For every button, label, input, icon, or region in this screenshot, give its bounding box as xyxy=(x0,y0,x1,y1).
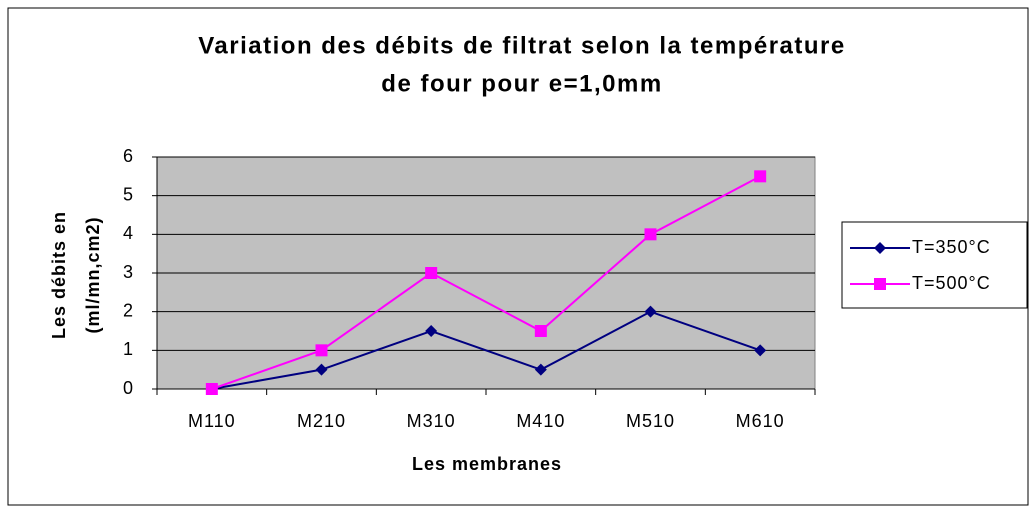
marker xyxy=(315,344,328,357)
y-tick-label: 5 xyxy=(123,184,133,204)
marker xyxy=(425,325,438,337)
y-tick-label: 6 xyxy=(123,146,133,166)
x-tick-label: M110 xyxy=(188,411,236,431)
x-tick-label: M510 xyxy=(626,411,675,431)
y-tick-label: 0 xyxy=(123,378,133,398)
y-axis-title: Les débits en xyxy=(49,211,69,339)
legend-marker xyxy=(874,278,886,290)
legend-label: T=350°C xyxy=(912,237,991,257)
marker xyxy=(644,305,657,318)
marker xyxy=(205,383,218,395)
marker xyxy=(315,363,328,376)
marker xyxy=(644,228,657,241)
legend-marker xyxy=(874,242,886,254)
x-tick-label: M610 xyxy=(736,411,785,431)
marker xyxy=(534,325,547,337)
series-line xyxy=(211,310,761,390)
x-tick-label: M210 xyxy=(297,411,346,431)
series-line xyxy=(211,175,761,390)
marker xyxy=(754,344,767,357)
marker xyxy=(534,363,547,376)
chart-title: de four pour e=1,0mm xyxy=(381,70,662,97)
legend-label: T=500°C xyxy=(912,273,991,293)
marker xyxy=(425,267,438,279)
y-tick-label: 1 xyxy=(123,339,133,359)
chart-title: Variation des débits de filtrat selon la… xyxy=(198,32,846,59)
legend: T=350°C T=500°C xyxy=(841,221,1028,309)
y-tick-label: 2 xyxy=(123,300,133,320)
y-tick-label: 3 xyxy=(123,262,133,282)
y-tick-label: 4 xyxy=(123,223,133,243)
x-axis-title: Les membranes xyxy=(412,454,562,474)
marker xyxy=(754,170,767,183)
x-tick-label: M310 xyxy=(407,411,456,431)
y-axis-title: (ml/mn,cm2) xyxy=(83,216,103,333)
legend-box xyxy=(841,221,1028,309)
x-tick-label: M410 xyxy=(516,411,565,431)
